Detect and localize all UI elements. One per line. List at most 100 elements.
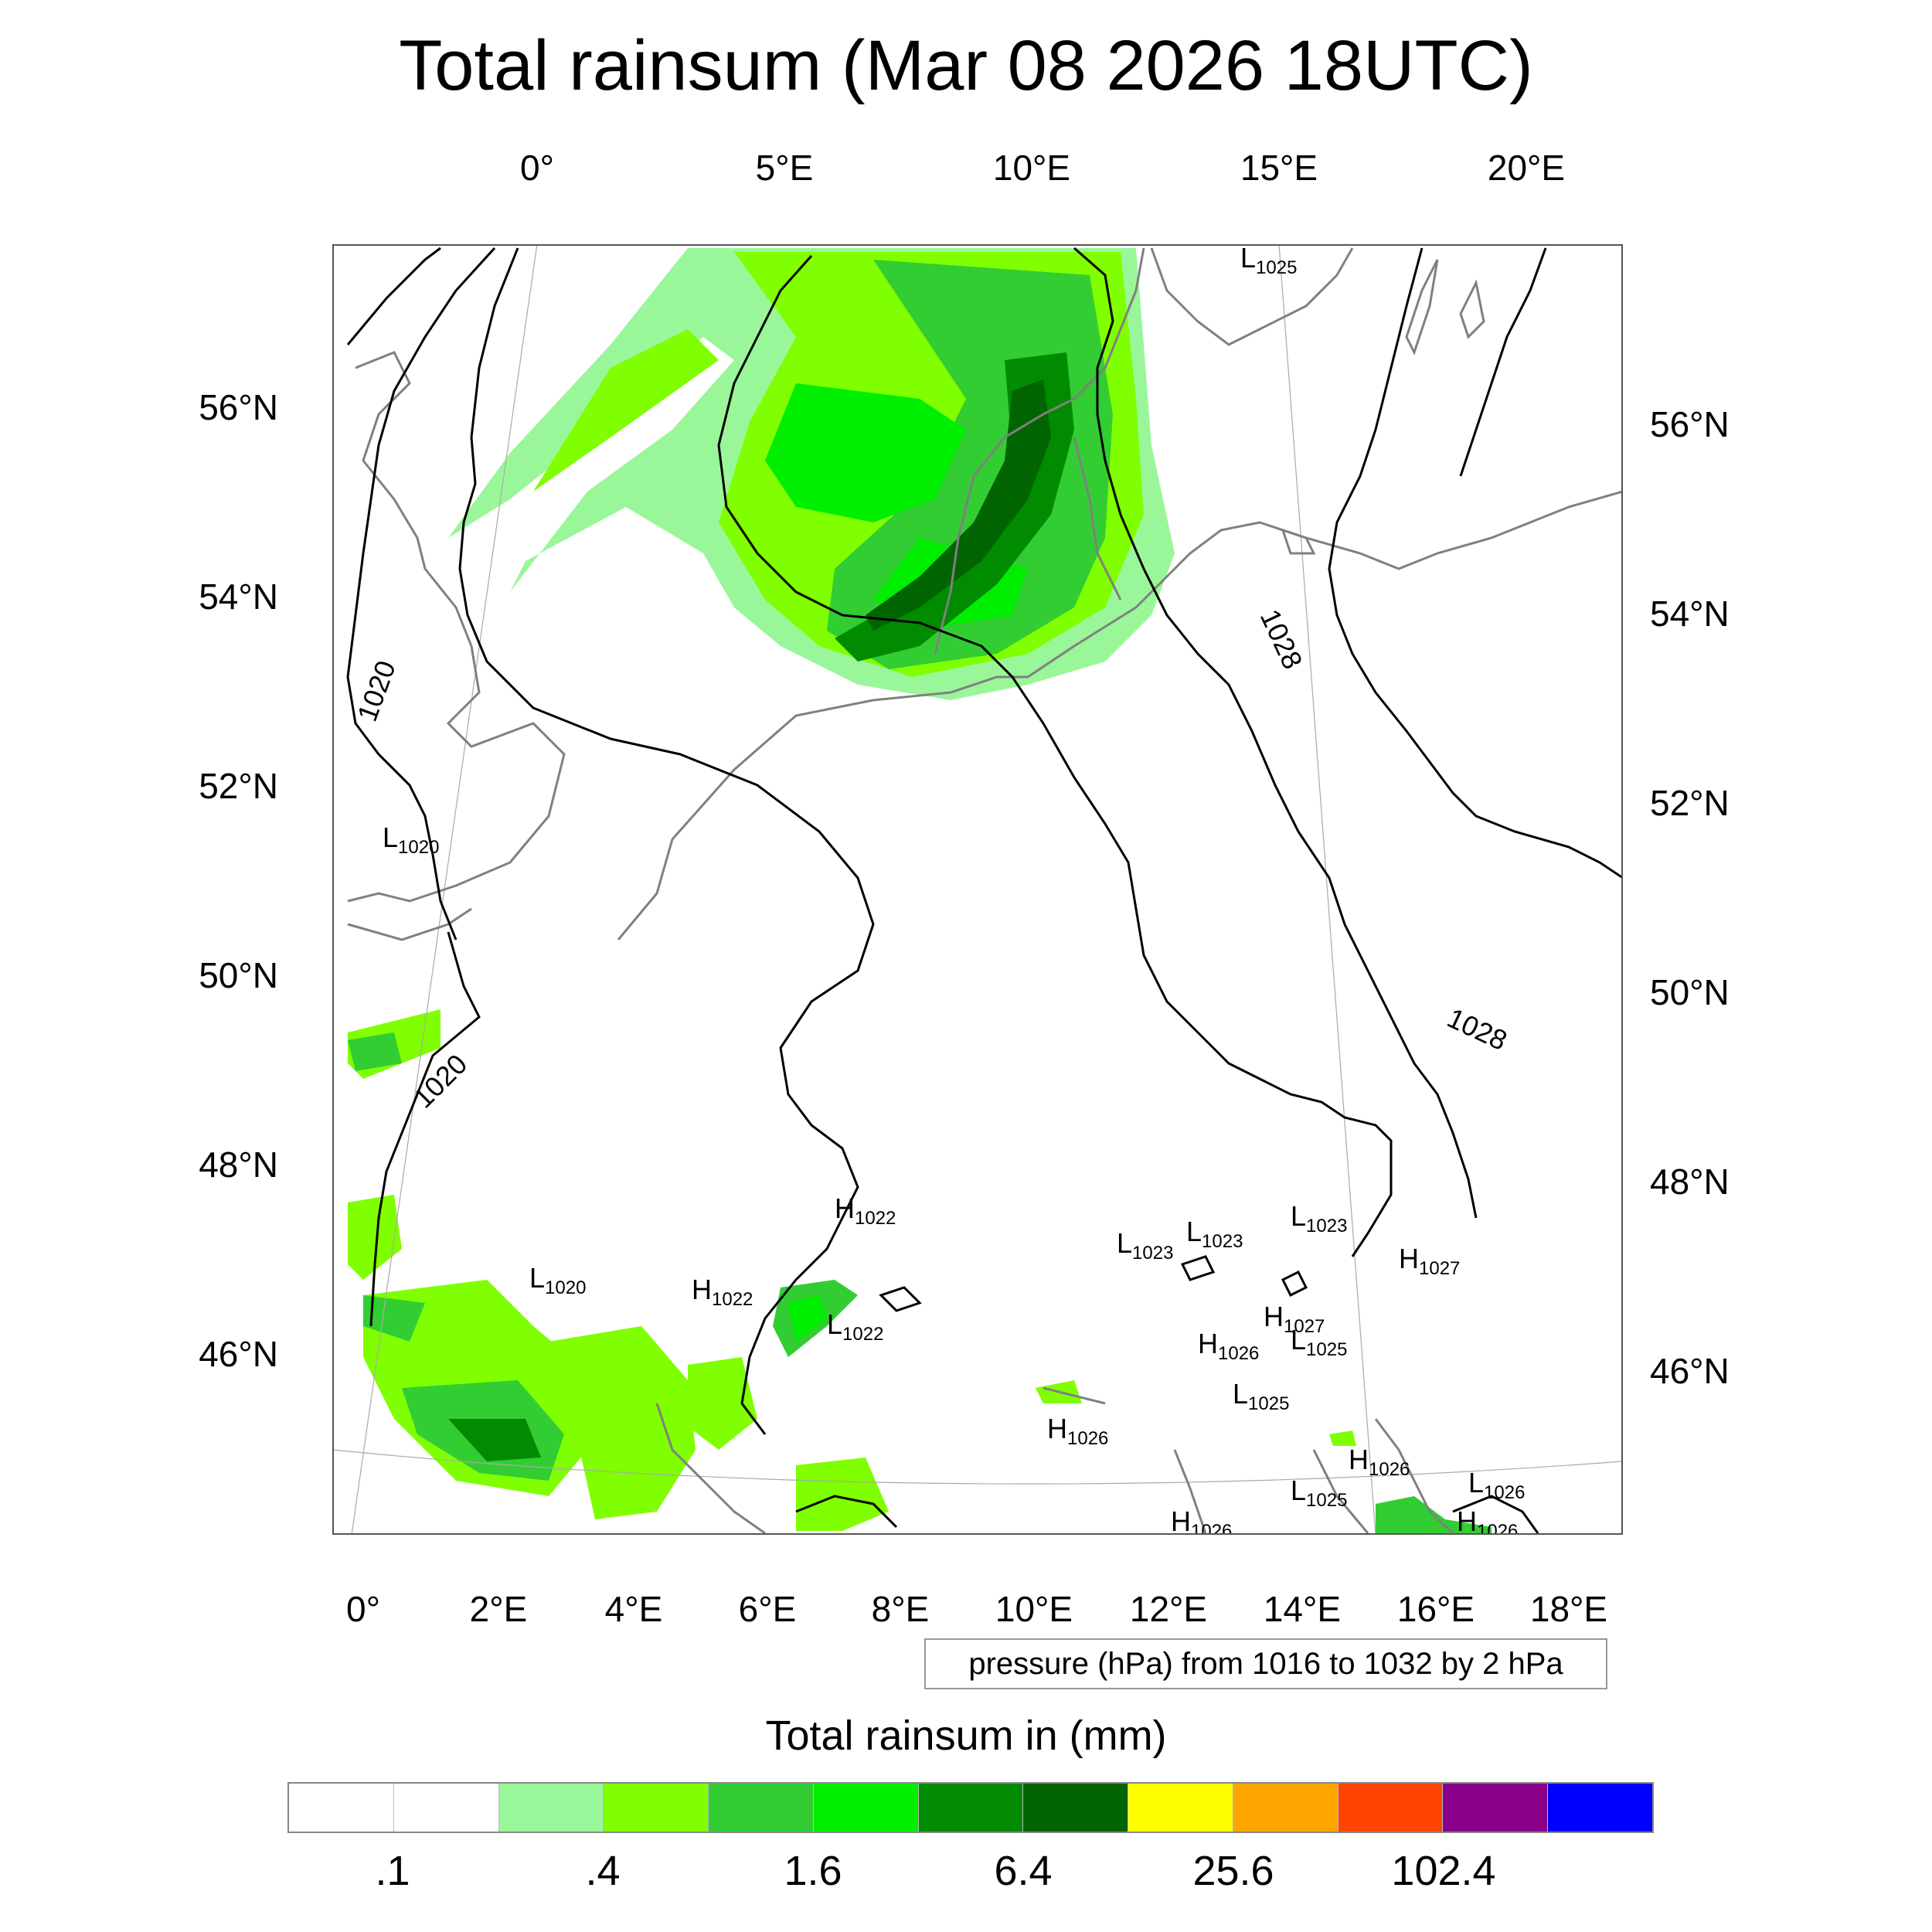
pressure-center-value: 1026 xyxy=(1067,1428,1108,1449)
colorbar-label: 25.6 xyxy=(1192,1848,1274,1894)
pressure-center-value: 1025 xyxy=(1306,1339,1347,1360)
coastline-sweden xyxy=(1150,247,1354,346)
colorbar-swatch xyxy=(604,1784,709,1832)
pressure-center-value: 1023 xyxy=(1306,1216,1347,1236)
pressure-center-type: L xyxy=(1240,244,1256,274)
svg-text:L1026: L1026 xyxy=(1468,1467,1525,1503)
isobar-1032 xyxy=(1459,247,1547,477)
pressure-center-value: 1026 xyxy=(1477,1521,1518,1535)
pressure-center-value: 1020 xyxy=(398,837,439,858)
pressure-center-type: H xyxy=(1457,1505,1477,1535)
pressure-center-value: 1026 xyxy=(1484,1482,1525,1503)
svg-text:L1023: L1023 xyxy=(1186,1216,1243,1252)
colorbar-swatch xyxy=(1338,1784,1444,1832)
pressure-center-value: 1023 xyxy=(1202,1231,1243,1252)
colorbar-label: 102.4 xyxy=(1391,1848,1496,1894)
isobar-1024-a xyxy=(458,247,875,1435)
svg-text:L1025: L1025 xyxy=(1240,244,1297,278)
colorbar-swatch xyxy=(393,1784,499,1832)
pressure-center-type: H xyxy=(1198,1328,1218,1359)
pressure-center-value: 1027 xyxy=(1419,1258,1460,1279)
pressure-center-value: 1026 xyxy=(1191,1521,1232,1535)
pressure-center-value: 1025 xyxy=(1248,1393,1289,1414)
svg-text:L1025: L1025 xyxy=(1233,1378,1289,1414)
pressure-center-value: 1022 xyxy=(855,1208,896,1229)
coastlines xyxy=(347,247,1623,1535)
pressure-center-value: 1025 xyxy=(1256,257,1297,278)
contour-info-box: pressure (hPa) from 1016 to 1032 by 2 hP… xyxy=(924,1638,1607,1689)
colorbar-swatch xyxy=(1023,1784,1129,1832)
colorbar-label: .1 xyxy=(375,1848,410,1894)
colorbar-swatch xyxy=(1443,1784,1549,1832)
pressure-center-type: L xyxy=(1117,1227,1132,1259)
meridian-15e xyxy=(1278,244,1376,1535)
pressure-center-value: 1023 xyxy=(1132,1243,1173,1264)
parallel-45n xyxy=(332,1449,1623,1485)
isobar-alps-small xyxy=(879,1255,1308,1312)
left-lat-label: 46°N xyxy=(199,1334,278,1374)
svg-text:H1026: H1026 xyxy=(1047,1413,1108,1449)
bottom-lon-label: 18°E xyxy=(1529,1589,1608,1629)
pressure-center-value: 1026 xyxy=(1218,1343,1259,1364)
colorbar-swatch xyxy=(918,1784,1024,1832)
bottom-lon-label: 6°E xyxy=(738,1589,797,1629)
colorbar-swatch xyxy=(709,1784,814,1832)
svg-text:H1027: H1027 xyxy=(1399,1243,1460,1279)
rain-southwest-darkest xyxy=(448,1419,541,1461)
pressure-center-type: H xyxy=(1264,1301,1284,1332)
isobars xyxy=(346,247,1623,1534)
bottom-lon-label: 2°E xyxy=(469,1589,528,1629)
rain-band-darkest xyxy=(866,379,1051,631)
colorbar xyxy=(287,1782,1654,1833)
svg-text:L1020: L1020 xyxy=(383,821,439,858)
map-frame xyxy=(332,244,1623,1535)
colorbar-swatch xyxy=(813,1784,919,1832)
left-lat-label: 54°N xyxy=(199,577,278,617)
pressure-center-type: L xyxy=(1291,1475,1306,1506)
svg-text:L1020: L1020 xyxy=(529,1262,586,1298)
right-lat-label: 52°N xyxy=(1650,783,1730,823)
pressure-center-value: 1027 xyxy=(1284,1316,1325,1337)
pressure-center-type: L xyxy=(383,821,398,853)
bottom-lon-label: 10°E xyxy=(995,1589,1073,1629)
isobar-1030 xyxy=(1328,247,1623,879)
pressure-center-value: 1025 xyxy=(1306,1490,1347,1511)
pressure-center-type: L xyxy=(1186,1216,1202,1247)
top-lon-label: 10°E xyxy=(992,148,1071,188)
pressure-center-type: L xyxy=(529,1262,545,1294)
svg-text:H1026: H1026 xyxy=(1457,1505,1518,1535)
coastline-netherlands-germany xyxy=(617,490,1623,940)
left-lat-label: 50°N xyxy=(199,955,278,995)
left-lat-label: 48°N xyxy=(199,1145,278,1185)
right-lat-label: 56°N xyxy=(1650,404,1730,444)
pressure-center-value: 1026 xyxy=(1369,1459,1410,1480)
isobar-south xyxy=(795,1495,1539,1534)
pressure-center-type: L xyxy=(1233,1378,1248,1410)
colorbar-label: 1.6 xyxy=(784,1848,842,1894)
pressure-center-type: H xyxy=(1399,1243,1419,1274)
svg-text:H1027: H1027 xyxy=(1264,1301,1325,1337)
coastline-adriatic xyxy=(1374,1418,1454,1535)
pressure-center-value: 1022 xyxy=(842,1324,883,1345)
isobar-1020-north xyxy=(346,247,441,345)
coastline-baltic-islands xyxy=(1281,259,1485,555)
pressure-center-type: H xyxy=(1047,1413,1067,1444)
rain-small-patch xyxy=(1036,1380,1356,1446)
svg-text:L1023: L1023 xyxy=(1117,1227,1173,1264)
bottom-lon-label: 16°E xyxy=(1396,1589,1475,1629)
svg-text:H1026: H1026 xyxy=(1171,1505,1232,1535)
pressure-center-type: H xyxy=(1349,1444,1369,1475)
svg-text:H1022: H1022 xyxy=(692,1274,753,1310)
svg-text:H1026: H1026 xyxy=(1198,1328,1259,1364)
coastline-denmark xyxy=(934,247,1145,655)
svg-text:H1022: H1022 xyxy=(835,1192,896,1229)
pressure-center-type: L xyxy=(827,1308,842,1340)
pressure-center-value: 1022 xyxy=(712,1289,753,1310)
colorbar-label: .4 xyxy=(585,1848,621,1894)
right-lat-label: 54°N xyxy=(1650,594,1730,634)
rain-southwest-dark xyxy=(348,1032,564,1481)
bottom-lon-label: 8°E xyxy=(871,1589,930,1629)
pressure-center-type: H xyxy=(692,1274,712,1305)
coastline-britain xyxy=(347,351,566,941)
